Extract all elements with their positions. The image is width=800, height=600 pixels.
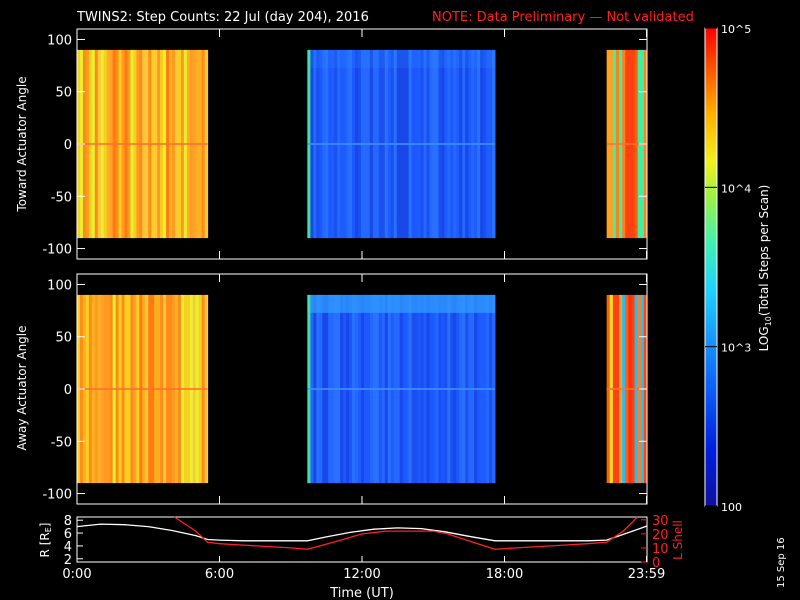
left-y-tick-label: 6 bbox=[64, 527, 72, 542]
y-tick-label: -50 bbox=[51, 435, 72, 450]
y-ticks: -100 -50 0 50 100 bbox=[42, 278, 647, 503]
left-axis-label-sub: E bbox=[44, 527, 53, 532]
x-ticks: 0:00 6:00 12:00 18:00 23:59 bbox=[62, 556, 665, 582]
y-tick-label: -50 bbox=[51, 190, 72, 205]
y-tick-label: 50 bbox=[55, 331, 72, 346]
y-tick-label: -100 bbox=[42, 488, 72, 503]
heatmap-zero-line bbox=[606, 143, 647, 145]
colorbar-label-suffix: (Total Steps per Scan) bbox=[757, 185, 771, 317]
x-ticks bbox=[76, 29, 648, 259]
colorbar-scale bbox=[705, 28, 717, 506]
y-tick-label: 100 bbox=[47, 33, 72, 48]
x-ticks bbox=[76, 274, 648, 504]
series-line-r bbox=[76, 523, 648, 542]
left-axis-label: R [RE] bbox=[38, 523, 53, 558]
y-axis-label: Toward Actuator Angle bbox=[15, 76, 29, 212]
left-y-tick-label: 4 bbox=[64, 540, 72, 555]
colorbar-label-prefix: LOG bbox=[757, 326, 771, 351]
colorbar-label: LOG10(Total Steps per Scan) bbox=[757, 185, 773, 352]
footer-date: 15 Sep 16 bbox=[776, 537, 787, 588]
colorbar-ticks: 100 10^3 10^4 10^5 bbox=[705, 23, 751, 514]
x-tick-label: 18:00 bbox=[486, 567, 523, 582]
x-tick-label: 23:59 bbox=[628, 567, 665, 582]
right-y-tick-label: 20 bbox=[652, 528, 669, 543]
x-axis-label: Time (UT) bbox=[329, 586, 394, 600]
left-y-tick-label: 8 bbox=[64, 514, 72, 529]
heatmap-panel-away: -100 -50 0 50 100 Away Actuator Angle bbox=[15, 273, 648, 505]
heatmap-zero-line bbox=[77, 143, 208, 145]
y-tick-label: 0 bbox=[64, 383, 72, 398]
colorbar: 100 10^3 10^4 10^5 LOG10(Total Steps per Sc… bbox=[704, 23, 773, 514]
right-y-tick-label: 10 bbox=[652, 542, 669, 557]
left-y-tick-label: 2 bbox=[64, 553, 72, 568]
orbit-lines bbox=[76, 516, 648, 550]
heatmap-data bbox=[77, 49, 648, 239]
colorbar-tick-label: 10^4 bbox=[721, 182, 751, 195]
heatmap-zero-line bbox=[307, 143, 495, 145]
y-tick-label: -100 bbox=[42, 243, 72, 258]
y-axis-label: Away Actuator Angle bbox=[15, 325, 29, 450]
heatmap-panel-toward: -100 -50 0 50 100 Toward Actuator Angle bbox=[15, 28, 648, 260]
heatmap-zero-line bbox=[77, 388, 208, 390]
colorbar-tick-label: 10^5 bbox=[721, 23, 751, 36]
heatmap-band bbox=[307, 294, 495, 313]
heatmap-band bbox=[307, 49, 495, 68]
heatmap-zero-line bbox=[307, 388, 495, 390]
right-y-tick-label: 0 bbox=[652, 556, 660, 571]
y-tick-label: 0 bbox=[64, 138, 72, 153]
y-tick-label: 50 bbox=[55, 86, 72, 101]
x-tick-label: 0:00 bbox=[62, 567, 91, 582]
series-line-lshell bbox=[174, 516, 638, 550]
colorbar-tick-label: 10^3 bbox=[721, 342, 751, 355]
left-axis-label-main: R [R bbox=[38, 532, 52, 557]
colorbar-tick-label: 100 bbox=[721, 501, 742, 514]
x-tick-label: 12:00 bbox=[343, 567, 380, 582]
y-tick-label: 100 bbox=[47, 278, 72, 293]
colorbar-label-sub: 10 bbox=[764, 316, 773, 326]
x-tick-label: 6:00 bbox=[205, 567, 234, 582]
heatmap-zero-line bbox=[606, 388, 647, 390]
right-y-tick-label: 30 bbox=[652, 514, 669, 529]
right-axis-label: L Shell bbox=[671, 520, 685, 560]
y-ticks: -100 -50 0 50 100 bbox=[42, 33, 647, 258]
panel-frame bbox=[76, 516, 648, 563]
chart-title: TWINS2: Step Counts: 22 Jul (day 204), 2… bbox=[76, 10, 369, 25]
preliminary-note: NOTE: Data Preliminary — Not validated bbox=[432, 10, 694, 25]
left-axis-label-end: ] bbox=[38, 523, 52, 528]
